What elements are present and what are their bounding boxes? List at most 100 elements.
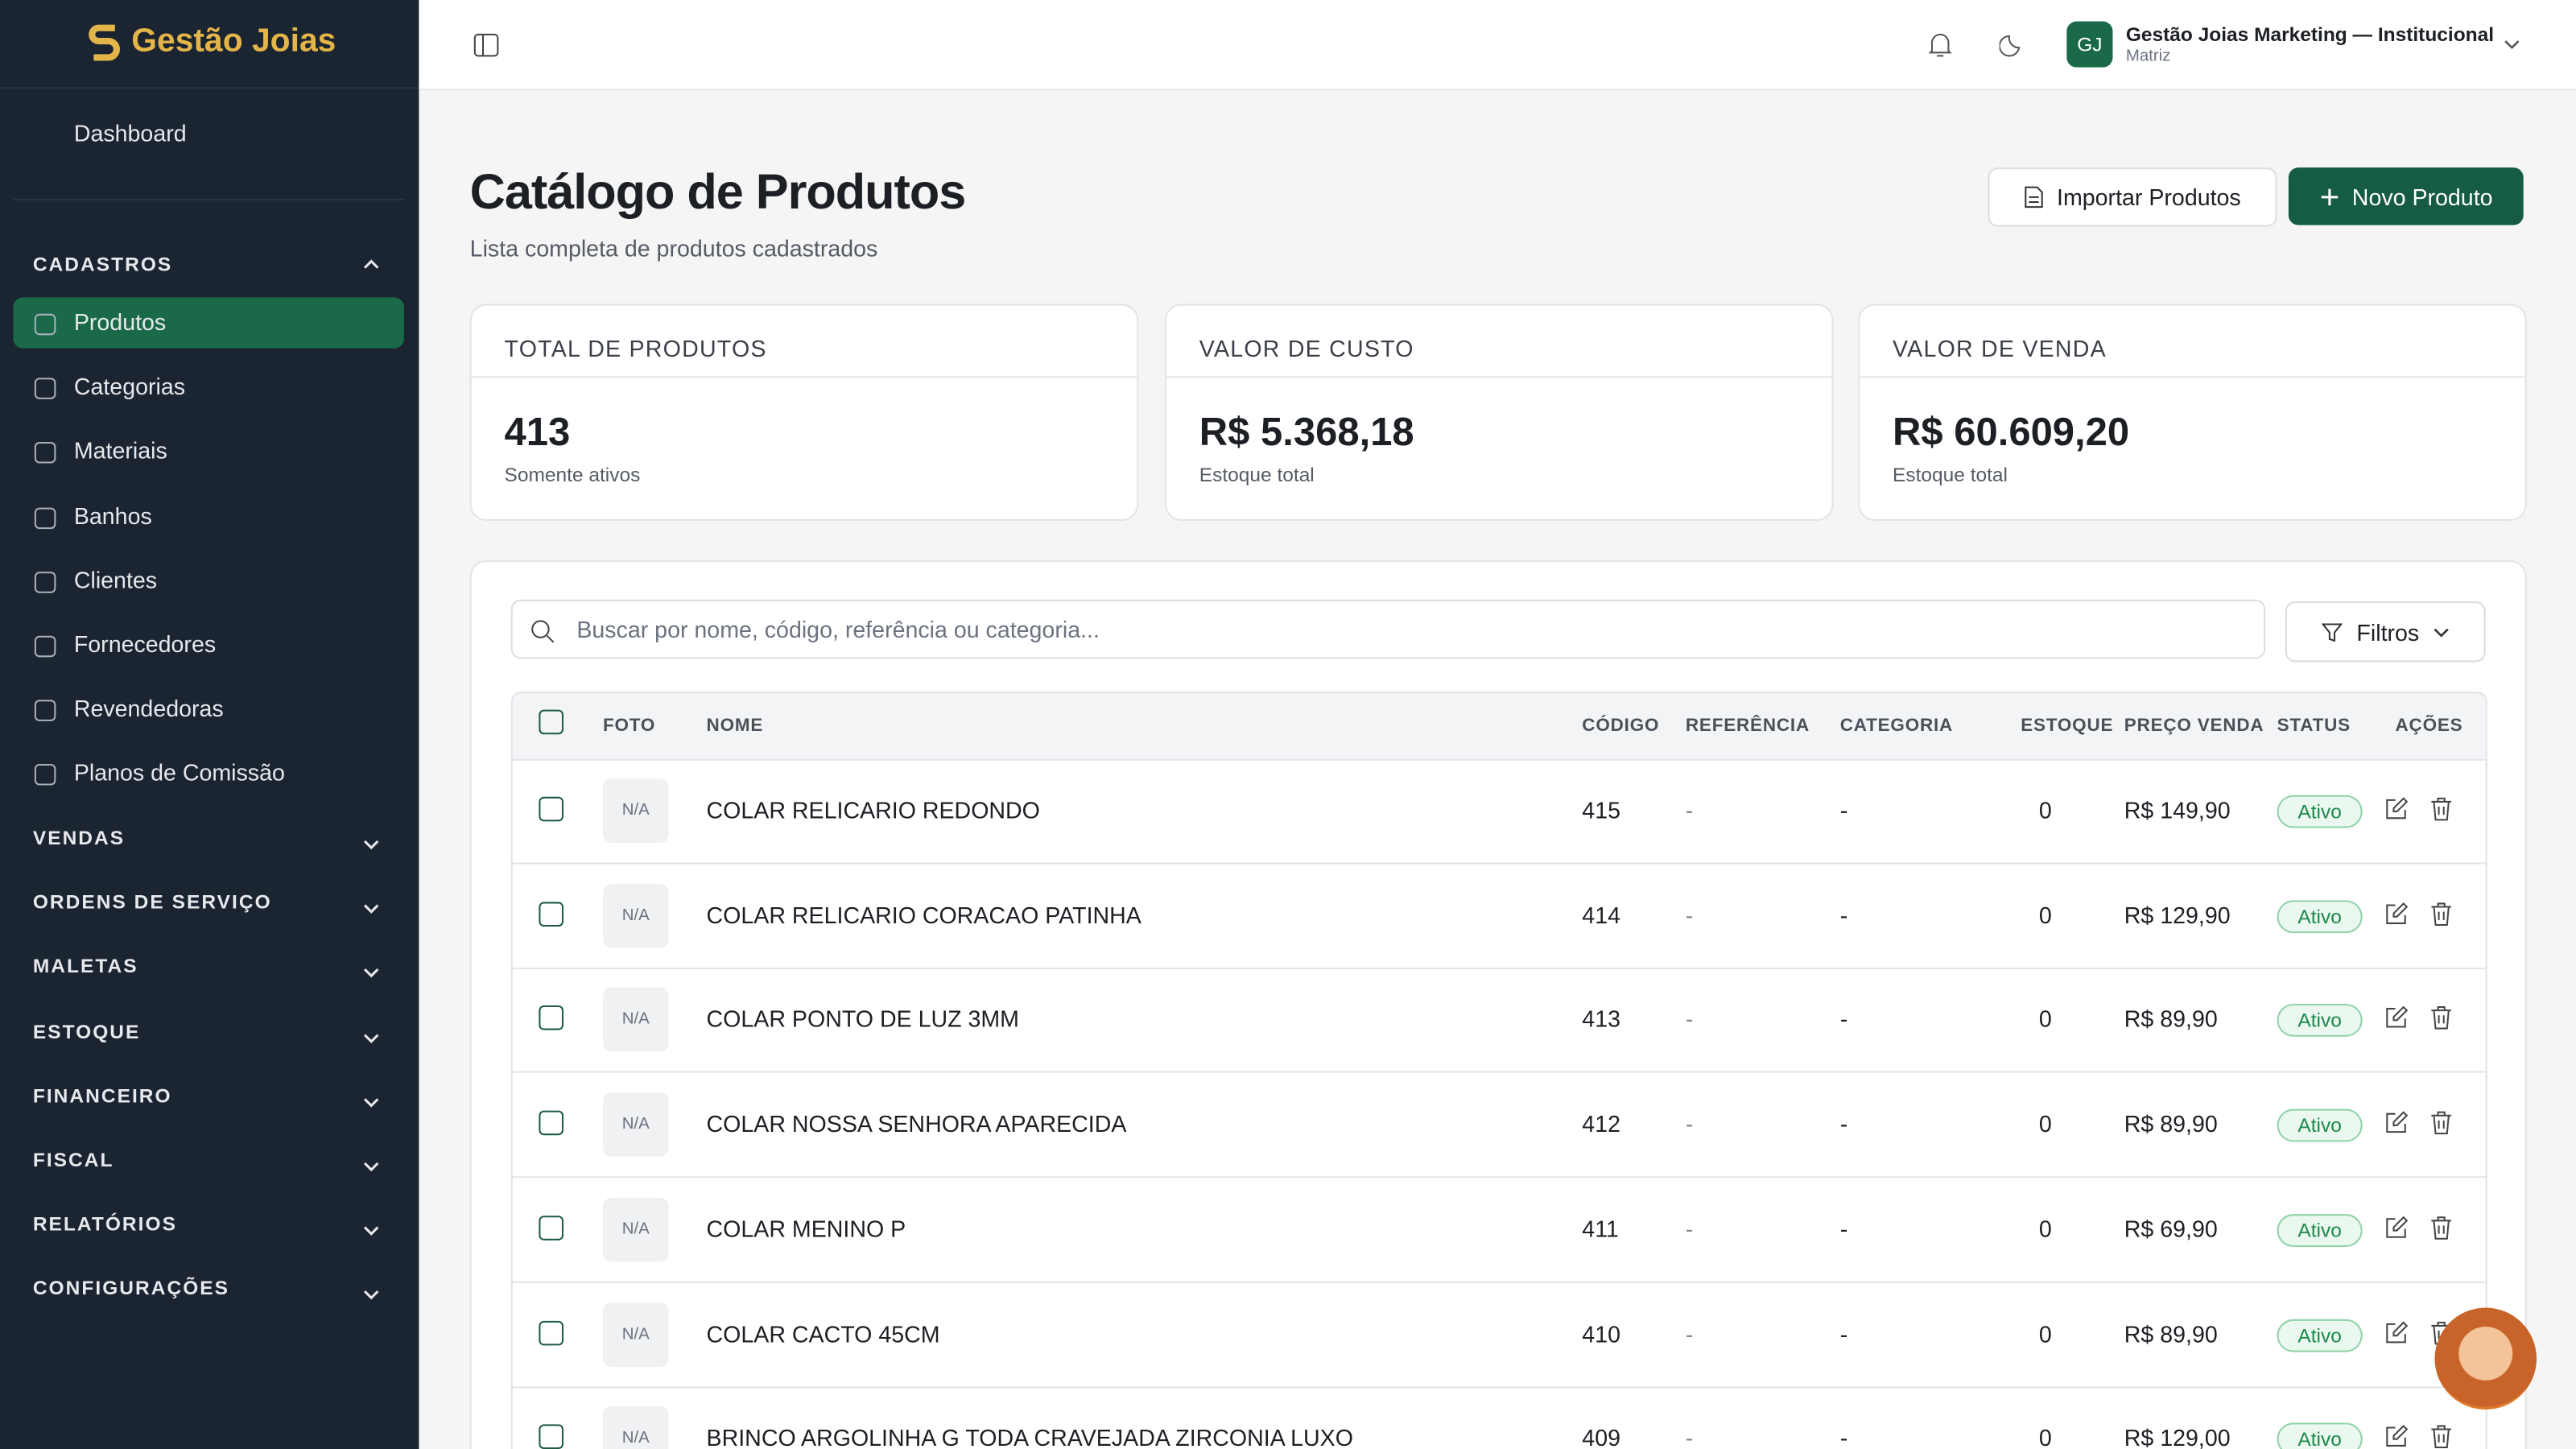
filter-icon	[2322, 622, 2344, 642]
nav-icon	[34, 313, 56, 336]
stock: 0	[2038, 796, 2052, 824]
nav-section[interactable]: FISCAL	[32, 1148, 114, 1172]
column-header: CÓDIGO	[1582, 716, 1660, 737]
nav-section[interactable]: FINANCEIRO	[32, 1084, 172, 1108]
nav-section[interactable]: CADASTROS	[32, 253, 173, 276]
column-header: FOTO	[602, 716, 656, 737]
table-row	[510, 1386, 2487, 1449]
reference: -	[1685, 1319, 1694, 1347]
category: -	[1839, 1005, 1848, 1033]
chevron[interactable]	[2502, 36, 2521, 52]
category: -	[1839, 1319, 1848, 1347]
status-badge: Ativo	[2277, 1004, 2363, 1038]
reference: -	[1685, 1110, 1694, 1137]
photo-placeholder: N/A	[602, 1406, 669, 1449]
category: -	[1839, 901, 1848, 928]
nav-section[interactable]: ESTOQUE	[32, 1019, 141, 1043]
photo-placeholder: N/A	[602, 1302, 669, 1366]
button-label: Importar Produtos	[2057, 184, 2241, 211]
edit-button[interactable]	[2384, 797, 2409, 822]
chevron	[361, 1089, 381, 1108]
stat-label: TOTAL DE PRODUTOS	[504, 335, 767, 361]
stat-value: R$ 60.609,20	[1893, 411, 2130, 456]
product-name: BRINCO ARGOLINHA G TODA CRAVEJADA ZIRCON…	[706, 1424, 1353, 1449]
company-name: Gestão Joias Marketing — Institucional	[2125, 23, 2495, 47]
chevron	[363, 259, 379, 269]
new-button[interactable]: Novo Produto	[2288, 167, 2524, 225]
nav-section[interactable]: RELATÓRIOS	[32, 1212, 177, 1236]
nav-section[interactable]: ORDENS DE SERVIÇO	[32, 890, 272, 914]
edit-button[interactable]	[2384, 1425, 2409, 1449]
checkbox[interactable]	[539, 709, 564, 735]
nav-item[interactable]: Materiais	[73, 437, 167, 464]
edit-button[interactable]	[2384, 902, 2409, 927]
theme-icon[interactable]	[1999, 31, 2026, 58]
assistant-avatar[interactable]	[2434, 1307, 2537, 1410]
nav-item[interactable]: Revendedoras	[73, 695, 224, 722]
product-code: 413	[1582, 1005, 1620, 1033]
photo-placeholder: N/A	[602, 988, 669, 1052]
delete-button[interactable]	[2429, 1216, 2453, 1241]
chevron	[361, 1282, 381, 1301]
edit-button[interactable]	[2384, 1320, 2409, 1345]
sidebar-toggle[interactable]	[473, 33, 500, 58]
column-header: CATEGORIA	[1839, 716, 1954, 737]
divider	[1166, 376, 1832, 378]
photo-placeholder: N/A	[602, 883, 669, 947]
category: -	[1839, 1110, 1848, 1137]
checkbox[interactable]	[539, 901, 564, 927]
checkbox[interactable]	[539, 1215, 564, 1241]
checkbox[interactable]	[539, 1319, 564, 1345]
table-row	[510, 968, 2487, 1074]
nav-section[interactable]: MALETAS	[32, 955, 138, 979]
nav-item[interactable]: Clientes	[73, 566, 158, 593]
chevron	[361, 1154, 381, 1172]
nav-item[interactable]: Categorias	[73, 373, 186, 400]
stock: 0	[2038, 1110, 2052, 1137]
column-header: REFERÊNCIA	[1685, 716, 1810, 737]
stat-label: VALOR DE VENDA	[1893, 335, 2107, 361]
category: -	[1839, 1424, 1848, 1449]
checkbox[interactable]	[539, 796, 564, 822]
delete-button[interactable]	[2429, 1111, 2453, 1136]
chevron	[2433, 627, 2448, 637]
search-box[interactable]	[510, 599, 2266, 659]
price: R$ 89,90	[2124, 1005, 2218, 1033]
search-placeholder: Buscar por nome, código, referência ou c…	[576, 616, 1100, 642]
delete-button[interactable]	[2429, 1425, 2453, 1449]
nav-item[interactable]: Produtos	[73, 308, 167, 336]
status-badge: Ativo	[2277, 1108, 2363, 1142]
stock: 0	[2038, 1319, 2052, 1347]
plus-icon	[2321, 188, 2338, 205]
product-name: COLAR RELICARIO REDONDO	[706, 796, 1040, 824]
product-code: 414	[1582, 901, 1620, 928]
import-button[interactable]: Importar Produtos	[1988, 167, 2277, 227]
button-label: Filtros	[2356, 618, 2420, 646]
nav-item[interactable]: Banhos	[73, 502, 152, 529]
brand-name: Gestão Joias	[131, 23, 336, 60]
price: R$ 149,90	[2124, 796, 2231, 824]
checkbox[interactable]	[539, 1110, 564, 1136]
delete-button[interactable]	[2429, 1006, 2453, 1031]
stat-card: VALOR DE VENDA R$ 60.609,20 Estoque total	[1858, 303, 2527, 521]
nav-item[interactable]: Dashboard	[73, 119, 187, 147]
checkbox[interactable]	[539, 1424, 564, 1449]
nav-icon	[34, 700, 56, 722]
nav-section[interactable]: CONFIGURAÇÕES	[32, 1277, 230, 1301]
checkbox[interactable]	[539, 1005, 564, 1031]
photo-placeholder: N/A	[602, 778, 669, 843]
edit-button[interactable]	[2384, 1111, 2409, 1136]
nav-icon	[34, 764, 56, 786]
avatar[interactable]: GJ	[2066, 21, 2113, 68]
delete-button[interactable]	[2429, 902, 2453, 927]
page-subtitle: Lista completa de produtos cadastrados	[469, 234, 878, 262]
product-name: COLAR PONTO DE LUZ 3MM	[706, 1005, 1019, 1033]
filter-button[interactable]: Filtros	[2285, 601, 2486, 663]
bell-icon[interactable]	[1927, 31, 1954, 60]
edit-button[interactable]	[2384, 1006, 2409, 1031]
nav-item[interactable]: Fornecedores	[73, 630, 217, 658]
nav-section[interactable]: VENDAS	[32, 826, 126, 850]
delete-button[interactable]	[2429, 797, 2453, 822]
nav-item[interactable]: Planos de Comissão	[73, 759, 285, 786]
edit-button[interactable]	[2384, 1216, 2409, 1241]
